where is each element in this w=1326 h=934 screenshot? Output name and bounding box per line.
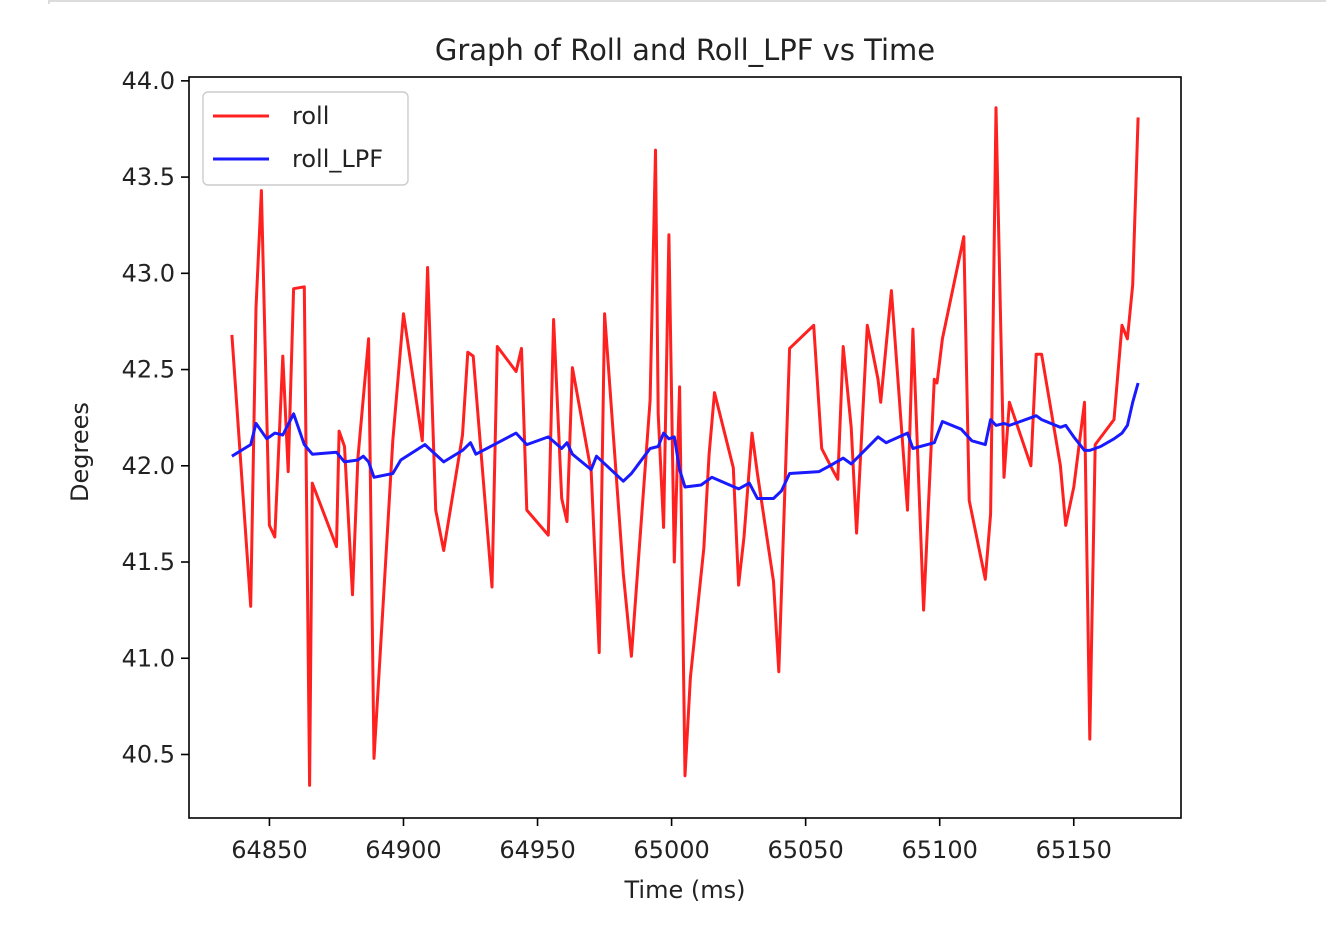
x-ticks: 64850 64900 64950 65000 65050 65100 65150 [231,818,1112,864]
y-ticks: 40.5 41.0 41.5 42.0 42.5 43.0 43.5 44.0 [122,67,189,768]
legend: roll roll_LPF [202,91,409,186]
y-tick-label: 40.5 [122,740,175,768]
x-tick-label: 64950 [499,836,575,864]
plot-lines [230,106,1140,787]
chart-title: Graph of Roll and Roll_LPF vs Time [435,33,935,67]
x-tick-label: 64900 [365,836,441,864]
x-tick-label: 64850 [231,836,307,864]
x-tick-label: 65050 [767,836,843,864]
y-axis-title: Degrees [66,402,94,502]
x-tick-label: 65000 [633,836,709,864]
x-tick-label: 65100 [902,836,978,864]
y-tick-label: 43.5 [122,163,175,191]
y-tick-label: 42.0 [122,452,175,480]
series-line-roll [230,106,1140,787]
plot-frame [188,76,1182,819]
y-tick-label: 42.5 [122,356,175,384]
y-tick-label: 44.0 [122,67,175,95]
y-tick-label: 41.0 [122,644,175,672]
cell-top-border [48,0,1326,4]
x-tick-label: 65150 [1036,836,1112,864]
x-axis-title: Time (ms) [624,876,746,904]
y-tick-label: 43.0 [122,259,175,287]
legend-label-roll-lpf: roll_LPF [292,145,383,173]
series-line-roll-lpf [231,382,1140,500]
y-tick-label: 41.5 [122,548,175,576]
legend-label-roll: roll [292,102,329,130]
